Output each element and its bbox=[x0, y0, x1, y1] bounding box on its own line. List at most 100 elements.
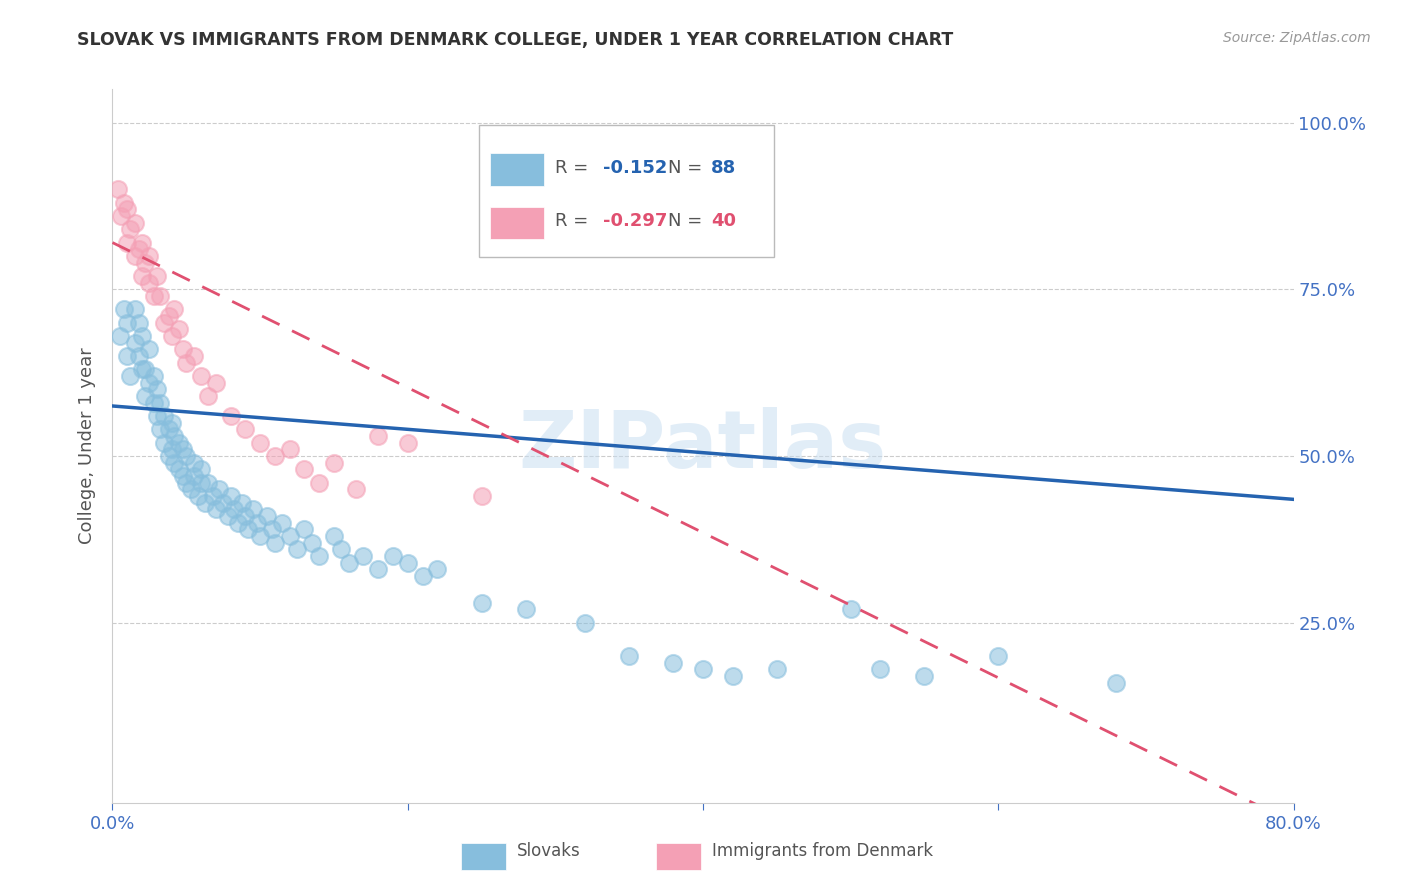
Point bbox=[108, 329, 131, 343]
Point bbox=[205, 502, 228, 516]
Point bbox=[157, 309, 180, 323]
Point bbox=[219, 409, 242, 423]
Point bbox=[292, 462, 315, 476]
Point bbox=[278, 529, 301, 543]
Point bbox=[515, 602, 537, 616]
Point bbox=[174, 449, 197, 463]
Text: R =: R = bbox=[555, 159, 595, 177]
Point bbox=[264, 535, 287, 549]
Point bbox=[160, 416, 183, 430]
Point bbox=[330, 542, 353, 557]
Point bbox=[574, 615, 596, 630]
FancyBboxPatch shape bbox=[478, 125, 773, 257]
Point bbox=[367, 562, 389, 576]
Point bbox=[249, 529, 271, 543]
Point bbox=[149, 289, 172, 303]
Point bbox=[194, 496, 217, 510]
Point bbox=[153, 435, 176, 450]
Point bbox=[172, 469, 194, 483]
Point bbox=[124, 216, 146, 230]
Point bbox=[1105, 675, 1128, 690]
Point bbox=[308, 475, 330, 490]
Point bbox=[167, 462, 190, 476]
Point bbox=[396, 435, 419, 450]
Point bbox=[190, 368, 212, 383]
Point bbox=[107, 182, 129, 196]
Point bbox=[153, 409, 176, 423]
Point bbox=[242, 502, 264, 516]
Y-axis label: College, Under 1 year: College, Under 1 year bbox=[77, 348, 96, 544]
Point bbox=[167, 435, 190, 450]
Point bbox=[174, 475, 197, 490]
Point bbox=[187, 489, 209, 503]
Text: R =: R = bbox=[555, 212, 595, 230]
Point bbox=[172, 442, 194, 457]
Point bbox=[352, 549, 374, 563]
Point bbox=[190, 475, 212, 490]
FancyBboxPatch shape bbox=[491, 153, 544, 186]
Text: Source: ZipAtlas.com: Source: ZipAtlas.com bbox=[1223, 31, 1371, 45]
Point bbox=[134, 255, 156, 269]
Point bbox=[128, 242, 150, 256]
Point bbox=[131, 362, 153, 376]
Text: 88: 88 bbox=[711, 159, 737, 177]
Point bbox=[124, 302, 146, 317]
Point bbox=[138, 343, 160, 357]
Point bbox=[138, 276, 160, 290]
Point bbox=[766, 662, 789, 676]
Point bbox=[201, 489, 224, 503]
Point bbox=[914, 669, 936, 683]
Point bbox=[217, 509, 239, 524]
Point bbox=[662, 656, 685, 670]
Point bbox=[212, 496, 235, 510]
Point bbox=[142, 368, 165, 383]
Point bbox=[128, 316, 150, 330]
Point bbox=[163, 456, 186, 470]
Point bbox=[222, 502, 245, 516]
Point bbox=[308, 549, 330, 563]
Point bbox=[117, 235, 138, 250]
Text: N =: N = bbox=[668, 159, 707, 177]
Point bbox=[470, 489, 494, 503]
Point bbox=[163, 302, 186, 317]
Point bbox=[323, 456, 346, 470]
Point bbox=[183, 349, 205, 363]
Text: -0.297: -0.297 bbox=[603, 212, 666, 230]
Point bbox=[238, 522, 260, 536]
Point bbox=[174, 356, 197, 370]
FancyBboxPatch shape bbox=[655, 843, 700, 870]
Text: Slovaks: Slovaks bbox=[516, 842, 581, 860]
Point bbox=[411, 569, 433, 583]
Point bbox=[869, 662, 891, 676]
Text: SLOVAK VS IMMIGRANTS FROM DENMARK COLLEGE, UNDER 1 YEAR CORRELATION CHART: SLOVAK VS IMMIGRANTS FROM DENMARK COLLEG… bbox=[77, 31, 953, 49]
Point bbox=[197, 389, 219, 403]
Point bbox=[138, 249, 160, 263]
Point bbox=[470, 596, 494, 610]
Point bbox=[190, 462, 212, 476]
Point bbox=[344, 483, 367, 497]
Point bbox=[337, 556, 360, 570]
Text: -0.152: -0.152 bbox=[603, 159, 666, 177]
Point bbox=[142, 395, 165, 409]
Point bbox=[987, 649, 1010, 664]
Point bbox=[138, 376, 160, 390]
Point bbox=[197, 475, 219, 490]
Point bbox=[134, 389, 156, 403]
Point bbox=[112, 302, 135, 317]
Point bbox=[163, 429, 186, 443]
Point bbox=[131, 235, 153, 250]
Point bbox=[260, 522, 283, 536]
Text: 40: 40 bbox=[711, 212, 737, 230]
Point bbox=[131, 268, 153, 283]
Point bbox=[183, 456, 205, 470]
Point bbox=[285, 542, 308, 557]
Point bbox=[131, 329, 153, 343]
Text: ZIPatlas: ZIPatlas bbox=[519, 407, 887, 485]
Point bbox=[396, 556, 419, 570]
Point bbox=[183, 469, 205, 483]
Point bbox=[246, 516, 269, 530]
Point bbox=[117, 349, 138, 363]
Point bbox=[117, 202, 138, 217]
Point bbox=[292, 522, 315, 536]
Point bbox=[382, 549, 405, 563]
